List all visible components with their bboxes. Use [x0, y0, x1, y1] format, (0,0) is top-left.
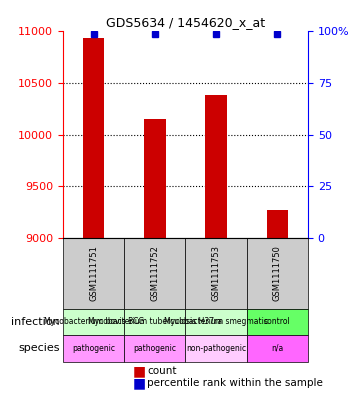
FancyBboxPatch shape [63, 309, 124, 335]
Text: pathogenic: pathogenic [72, 344, 115, 353]
FancyBboxPatch shape [63, 335, 124, 362]
Text: Mycobacterium bovis BCG: Mycobacterium bovis BCG [43, 317, 144, 326]
Text: species: species [19, 343, 60, 353]
FancyBboxPatch shape [186, 335, 247, 362]
FancyBboxPatch shape [247, 309, 308, 335]
Bar [83, 38, 104, 238]
FancyBboxPatch shape [186, 309, 247, 335]
Text: non-pathogenic: non-pathogenic [186, 344, 246, 353]
Text: infection: infection [11, 317, 60, 327]
FancyBboxPatch shape [124, 309, 186, 335]
FancyBboxPatch shape [124, 238, 186, 309]
FancyBboxPatch shape [186, 238, 247, 309]
Text: Mycobacterium smegmatis: Mycobacterium smegmatis [164, 317, 268, 326]
FancyBboxPatch shape [247, 335, 308, 362]
Text: control: control [264, 317, 291, 326]
Text: pathogenic: pathogenic [133, 344, 176, 353]
FancyBboxPatch shape [63, 238, 124, 309]
Text: Mycobacterium tuberculosis H37ra: Mycobacterium tuberculosis H37ra [88, 317, 222, 326]
Text: ■: ■ [133, 376, 146, 390]
Text: count: count [147, 366, 176, 376]
Text: percentile rank within the sample: percentile rank within the sample [147, 378, 323, 388]
Text: ■: ■ [133, 364, 146, 378]
Text: GSM1111753: GSM1111753 [212, 245, 220, 301]
Text: GSM1111752: GSM1111752 [150, 245, 159, 301]
FancyBboxPatch shape [124, 335, 186, 362]
Bar [205, 95, 227, 238]
Text: GSM1111750: GSM1111750 [273, 245, 282, 301]
Bar [267, 210, 288, 238]
FancyBboxPatch shape [247, 238, 308, 309]
Text: n/a: n/a [271, 344, 284, 353]
Title: GDS5634 / 1454620_x_at: GDS5634 / 1454620_x_at [106, 16, 265, 29]
Text: GSM1111751: GSM1111751 [89, 245, 98, 301]
Bar [144, 119, 166, 238]
